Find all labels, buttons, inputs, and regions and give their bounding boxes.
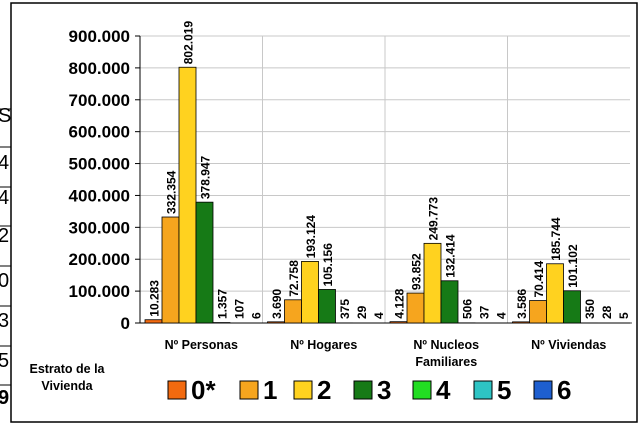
bar-value-label: 802.019 [182,21,196,65]
y-tick-label: 700.000 [69,91,130,110]
bar-value-label: 6 [250,312,264,319]
strip-glyph: 0 [0,270,9,292]
bar-value-label: 4 [372,312,386,319]
y-tick-label: 100.000 [69,282,130,301]
legend-label: 6 [557,375,571,405]
bar-value-label: 105.156 [321,243,335,287]
bar-value-label: 70.414 [532,261,546,298]
legend-label: 3 [377,375,391,405]
bar-value-label: 93.852 [409,253,423,290]
bar-value-label: 375 [338,299,352,319]
bar-value-label: 185.744 [549,217,563,261]
bar-value-label: 132.414 [444,234,458,278]
bar-value-label: 5 [617,312,631,319]
legend-title: Estrato de la [29,362,105,376]
legend-swatch [239,380,259,400]
bar [178,66,197,324]
y-tick-label: 600.000 [69,123,130,142]
bar-chart: 0 100.000 200.000 300.000 400.000 500.000 600.… [29,21,632,405]
legend-swatch [473,380,493,400]
bar [440,280,459,324]
legend-label: 0* [191,375,216,405]
bar [389,321,408,324]
y-tick-label: 900.000 [69,27,130,46]
bar [563,290,581,324]
bar [406,292,425,324]
strip-glyph: 4 [0,187,9,209]
bar-value-label: 37 [478,305,492,319]
strip-glyph: 4 [0,152,9,174]
bar [144,319,163,324]
bar-value-label: 107 [233,299,247,319]
legend-title: Vivienda [41,379,93,393]
strip-glyph: S [0,105,11,127]
bar-value-label: 3.690 [270,288,284,318]
legend-swatch [293,380,313,400]
bar-value-label: 332.354 [165,170,179,214]
bar [512,321,530,324]
legend-label: 1 [263,375,277,405]
y-tick-label: 300.000 [69,218,130,237]
x-category-label: Nº Nucleos [413,338,479,352]
bar-value-label: 10.283 [148,280,162,317]
bar [284,299,302,324]
legend-swatch [167,380,187,400]
bar-value-label: 101.102 [566,244,580,288]
bar-value-label: 350 [583,299,597,319]
bar [423,242,442,324]
bar-value-label: 72.758 [287,260,301,297]
legend-label: 5 [497,375,511,405]
bar-value-label: 1.357 [216,289,230,319]
x-category-label: Familiares [415,355,477,369]
bar [301,261,319,324]
bar-value-label: 378.947 [199,155,213,199]
y-tick-label: 500.000 [69,155,130,174]
bar-value-label: 193.124 [304,215,318,259]
left-edge-strip: S 4 4 2 0 3 5 9 [0,105,11,409]
strip-glyph: 3 [0,310,9,332]
bar-value-label: 4 [495,312,509,319]
bar-value-label: 249.773 [427,197,441,241]
strip-glyph: 2 [0,225,9,247]
x-category-label: Nº Personas [165,338,238,352]
legend-label: 2 [317,375,331,405]
bar [195,201,214,324]
legend-swatch [533,380,553,400]
chart-border [10,2,638,423]
bar [529,300,547,324]
y-tick-label: 200.000 [69,250,130,269]
bar-value-label: 4.128 [393,288,407,318]
strip-glyph: 9 [0,387,9,409]
bar [546,263,564,324]
x-category-label: Nº Viviendas [531,338,606,352]
bar [161,216,180,324]
bar-value-label: 3.586 [515,289,529,319]
bar-value-label: 506 [461,299,475,319]
legend-swatch [353,380,373,400]
y-tick-label: 800.000 [69,59,130,78]
bar [318,289,336,324]
strip-glyph: 5 [0,350,9,372]
y-tick-label: 400.000 [69,186,130,205]
y-tick-label: 0 [121,314,130,333]
bar-value-label: 28 [600,305,614,319]
legend-swatch [412,380,432,400]
bar-value-label: 29 [355,305,369,319]
x-category-label: Nº Hogares [290,338,357,352]
legend-label: 4 [436,375,451,405]
bar [267,321,285,324]
